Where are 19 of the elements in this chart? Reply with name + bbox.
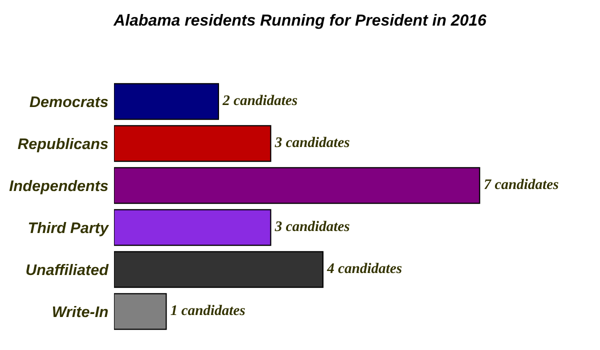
data-label: 3 candidates	[274, 136, 350, 148]
data-label: 2 candidates	[222, 94, 298, 106]
data-label: 3 candidates	[274, 220, 350, 232]
y-tick-label: Republicans	[18, 138, 108, 152]
bar	[114, 125, 272, 162]
bar	[114, 251, 324, 288]
y-tick-label: Independents	[9, 180, 108, 194]
y-tick-label: Democrats	[30, 96, 108, 108]
bar	[114, 83, 220, 120]
data-label: 7 candidates	[484, 178, 558, 190]
data-label: 1 candidates	[170, 304, 245, 316]
y-tick-label: Third Party	[28, 222, 110, 236]
bar	[114, 167, 480, 204]
bar	[114, 293, 167, 330]
bar	[114, 209, 272, 246]
chart-title: Alabama residents Running for President in 2016	[113, 14, 486, 29]
y-tick-label: Write-In	[52, 306, 108, 318]
y-tick-label: Unaffiliated	[26, 264, 109, 276]
data-label: 4 candidates	[326, 262, 402, 274]
